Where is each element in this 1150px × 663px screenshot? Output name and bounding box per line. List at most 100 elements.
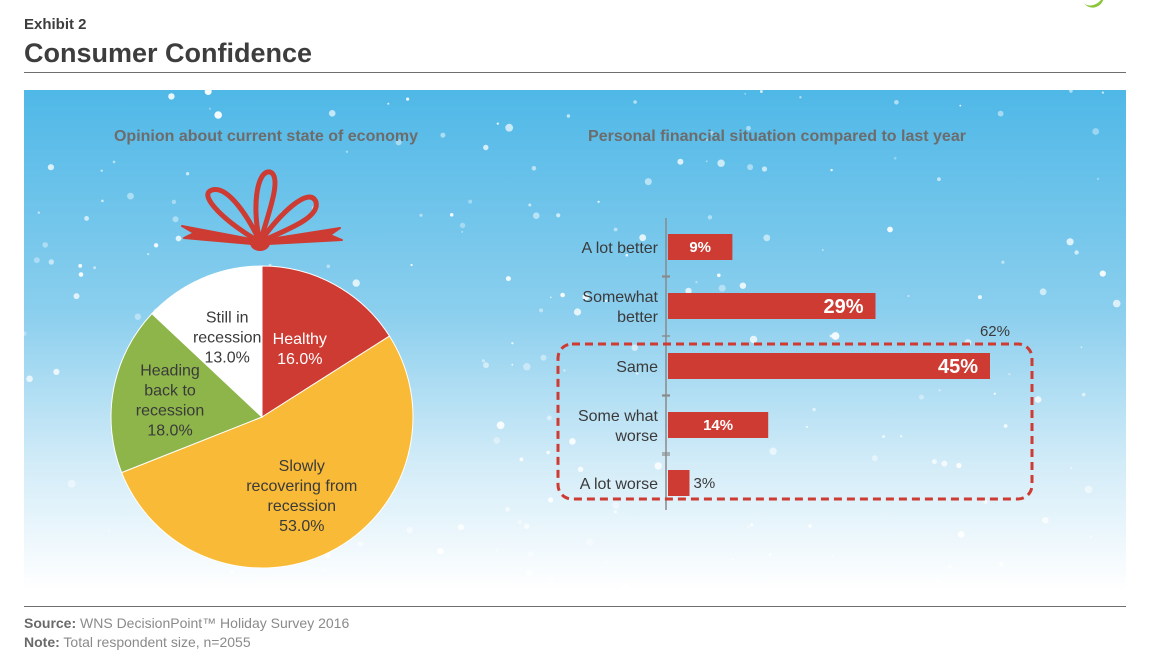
category-label: A lot worse — [580, 476, 658, 493]
snowflake — [1089, 535, 1093, 539]
snowflake — [42, 242, 48, 248]
snowflake — [563, 369, 566, 372]
snowflake — [937, 177, 941, 182]
snowflake — [1034, 396, 1042, 403]
bar — [668, 353, 990, 379]
snowflake — [1081, 392, 1086, 397]
snowflake — [644, 178, 652, 186]
bar — [668, 293, 876, 319]
snowflake — [25, 576, 31, 582]
snowflake — [893, 157, 897, 160]
snowflake — [732, 558, 735, 561]
snowflake — [459, 222, 466, 229]
snowflake — [230, 570, 234, 574]
snowflake — [517, 519, 522, 525]
snowflake — [573, 308, 582, 316]
snowflake — [321, 568, 326, 573]
snowflake — [1099, 270, 1106, 277]
snowflake — [1099, 580, 1103, 584]
snowflake — [707, 215, 713, 220]
snowflake — [112, 160, 116, 164]
snowflake — [746, 125, 751, 131]
snowflake — [511, 342, 514, 345]
snowflake — [560, 292, 565, 298]
snowflake — [566, 114, 571, 118]
snowflake — [528, 203, 532, 207]
snowflake — [654, 462, 662, 470]
snowflake — [134, 313, 141, 320]
snowflake — [440, 132, 446, 138]
snowflake — [621, 582, 628, 588]
snowflake — [524, 523, 530, 529]
bar — [668, 470, 690, 496]
snowflake — [612, 501, 620, 509]
snowflake — [328, 110, 336, 117]
snowflake — [636, 372, 639, 375]
bar-chart: A lot better 9% Somewhat better 29% Same 45% So… — [556, 218, 1034, 510]
snowflake — [871, 455, 878, 462]
snowflake — [107, 529, 111, 532]
snowflake — [437, 548, 444, 555]
snowflake — [1080, 346, 1083, 349]
snowflake — [1003, 424, 1008, 428]
snowflake — [171, 199, 177, 205]
snowflake — [709, 131, 714, 136]
snowflake — [523, 363, 531, 371]
snowflake — [956, 462, 962, 469]
snowflake — [1066, 238, 1074, 246]
snowflake — [1092, 128, 1100, 135]
snowflake — [73, 293, 80, 300]
snowflake — [525, 569, 533, 578]
pie-slice-label: Slowly recovering from recession 53.0% — [246, 458, 357, 535]
bar — [668, 412, 769, 438]
snowflake — [718, 284, 726, 292]
snowflake — [749, 335, 758, 344]
snowflake — [597, 200, 600, 203]
snowflake — [631, 344, 638, 351]
snowflake — [347, 588, 350, 590]
page-title: Consumer Confidence — [24, 38, 313, 68]
snowflake — [894, 100, 899, 105]
snowflake — [806, 425, 808, 428]
snowflake — [406, 97, 410, 101]
snowflake — [1042, 517, 1049, 524]
pie-labels: Healthy 16.0% Slowly recovering from recessi… — [136, 310, 358, 535]
pie-slice-label: Still in recession 13.0% — [193, 310, 261, 367]
snowflake — [519, 457, 524, 462]
snowflake — [959, 104, 962, 107]
snowflake — [93, 266, 97, 270]
snowflake — [548, 497, 554, 503]
snowflake — [84, 216, 89, 221]
snowflake — [830, 168, 833, 172]
snowflake — [750, 523, 754, 527]
pie-slice-label: Heading back to recession 18.0% — [136, 363, 204, 440]
chart-panel: Opinion about current state of economy P… — [24, 90, 1126, 590]
snowflake — [705, 160, 708, 163]
snowflake — [387, 102, 390, 105]
snowflake — [67, 479, 76, 488]
snowflake — [907, 294, 910, 298]
snowflake — [759, 90, 763, 93]
snowflake — [977, 295, 982, 300]
snowflake — [997, 110, 1004, 117]
title-divider — [24, 72, 1126, 73]
snowflake — [550, 296, 552, 299]
snowflake — [449, 213, 454, 217]
snowflake — [613, 227, 618, 232]
snowflake — [763, 234, 771, 242]
snowflake — [546, 576, 555, 584]
snowflake — [457, 524, 465, 531]
snowflake — [747, 525, 751, 529]
pie-slice — [120, 335, 414, 569]
snowflake — [175, 235, 182, 242]
snowflake — [539, 308, 544, 313]
category-label: A lot better — [582, 240, 659, 257]
bar-chart-title: Personal financial situation compared to… — [588, 128, 966, 145]
snowflake — [496, 421, 505, 430]
snowflake — [1001, 260, 1005, 264]
pie-slice-label: Healthy 16.0% — [273, 331, 327, 368]
snowflake — [1101, 91, 1104, 94]
snowflake — [769, 447, 777, 455]
snowflake — [496, 122, 499, 125]
snowflake — [947, 564, 953, 569]
